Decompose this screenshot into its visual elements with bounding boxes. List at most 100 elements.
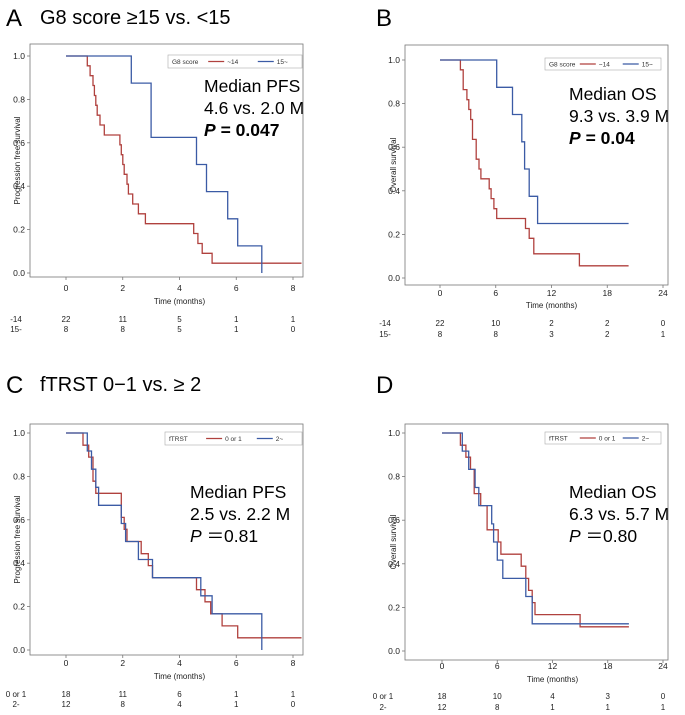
panel-b-x-tick-label: 24 (658, 288, 668, 298)
panel-a-risk-value: 8 (64, 325, 69, 334)
panel-a-p-value: P = 0.047 (204, 119, 304, 141)
panel-b-km-curve-1 (440, 59, 629, 267)
panel-d-y-axis-label: Overall survival (389, 514, 398, 569)
panel-b-risk-value: 8 (438, 330, 443, 339)
panel-a-legend-entry-2: 15~ (277, 59, 288, 66)
panel-c-median-title: Median PFS (190, 482, 287, 502)
panel-d-risk-value: 1 (661, 703, 666, 712)
panel-d-legend-title: fTRST (549, 436, 568, 443)
panel-a-x-tick-label: 0 (64, 283, 69, 293)
panel-a-median-values: 4.6 vs. 2.0 M (204, 98, 305, 118)
panel-b-x-tick-label: 12 (547, 288, 557, 298)
panel-d-y-tick-label: 0.8 (388, 472, 400, 482)
panel-d-median-values: 6.3 vs. 5.7 M (569, 504, 670, 524)
panel-d-risk-value: 12 (438, 703, 447, 712)
panel-c-risk-value: 4 (177, 700, 182, 709)
panel-c-risk-value: 8 (121, 700, 126, 709)
panel-c-risk-value: 0 (291, 700, 296, 709)
panel-d-risk-value: 1 (550, 703, 555, 712)
panel-a-risk-value: 5 (177, 325, 182, 334)
panel-d-plot-frame (404, 423, 669, 661)
panel-a-y-tick-label: 0.8 (13, 94, 25, 104)
panel-a-risk-row-label: -14 (10, 315, 22, 324)
panel-a-risk-value: 11 (119, 315, 128, 324)
panel-c-y-axis-label: Progression free survival (13, 495, 22, 583)
panel-b-y-tick-label: 0.0 (388, 273, 400, 283)
panel-b-x-axis-label: Time (months) (526, 301, 578, 310)
panel-c-risk-row-label: 0 or 1 (6, 690, 27, 699)
panel-b-y-tick-label: 1.0 (388, 55, 400, 65)
panel-a-y-tick-label: 1.0 (13, 51, 25, 61)
panel-a-risk-value: 1 (291, 315, 296, 324)
panel-d-p-number: ＝0.80 (585, 526, 638, 546)
panel-a-risk-value: 1 (234, 315, 239, 324)
panel-c-legend-title: fTRST (169, 436, 188, 443)
panel-a-risk-value: 0 (291, 325, 296, 334)
panel-d-risk-row-label: 2- (379, 703, 386, 712)
panel-b-p-value: P = 0.04 (569, 127, 669, 149)
panel-c-y-tick-label: 0.8 (13, 471, 25, 481)
panel-c-x-tick-label: 0 (64, 658, 69, 668)
panel-d-y-tick-label: 1.0 (388, 428, 400, 438)
panel-b-letter: B (376, 5, 393, 32)
panel-d-x-tick-label: 6 (495, 661, 500, 671)
panel-c-km-curve-1 (66, 432, 302, 639)
panel-c-risk-value: 1 (291, 690, 296, 699)
panel-a-title: G8 score ≥15 vs. <15 (40, 7, 231, 29)
panel-b-legend-entry-2: 15~ (642, 62, 653, 69)
panel-c-annotation: Median PFS 2.5 vs. 2.2 M P ＝0.81 (190, 481, 290, 547)
panel-b-x-tick-label: 6 (493, 288, 498, 298)
panel-d-risk-value: 4 (550, 692, 555, 701)
panel-c-risk-value: 6 (177, 690, 182, 699)
panel-a-plot-frame (29, 43, 304, 278)
panel-b-median-title: Median OS (569, 84, 657, 104)
panel-b-p-label: P (569, 128, 581, 148)
panel-d-legend-box (544, 431, 662, 445)
panel-c-legend-entry-1: 0 or 1 (225, 436, 242, 443)
panel-c-x-tick-label: 4 (177, 658, 182, 668)
panel-b-risk-value: 2 (605, 330, 610, 339)
panel-c-x-tick-label: 6 (234, 658, 239, 668)
panel-b-y-tick-label: 0.8 (388, 99, 400, 109)
panel-c-y-tick-label: 1.0 (13, 428, 25, 438)
panel-d-x-tick-label: 0 (440, 661, 445, 671)
panel-b-risk-value: 2 (549, 319, 554, 328)
panel-a-annotation: Median PFS 4.6 vs. 2.0 M P = 0.047 (204, 75, 304, 141)
panel-c-y-tick-label: 0.4 (13, 558, 25, 568)
panel-b-p-number: = 0.04 (585, 128, 635, 148)
panel-d-legend-entry-1: 0 or 1 (599, 436, 616, 443)
panel-a-km-curve-2 (66, 55, 263, 273)
panel-b-risk-value: 0 (661, 319, 666, 328)
panel-c-risk-value: 1 (234, 690, 239, 699)
panel-b-median-values: 9.3 vs. 3.9 M (569, 106, 670, 126)
panel-c-x-tick-label: 2 (120, 658, 125, 668)
panel-a-p-number: = 0.047 (220, 120, 280, 140)
panel-c-median-values: 2.5 vs. 2.2 M (190, 504, 291, 524)
panel-d-km-curve-2 (442, 432, 629, 625)
panel-b-risk-row-label: 15- (379, 330, 391, 339)
panel-a-risk-row-label: 15- (10, 325, 22, 334)
panel-a-x-tick-label: 6 (234, 283, 239, 293)
panel-a-letter: A (6, 5, 23, 32)
panel-a-y-axis-label: Progression free survival (13, 116, 22, 204)
panel-b-risk-value: 10 (491, 319, 500, 328)
panel-a-km-curve-1 (66, 55, 302, 264)
panel-b-risk-value: 2 (605, 319, 610, 328)
panel-d-letter: D (376, 372, 394, 399)
panel-d-x-tick-label: 24 (658, 661, 668, 671)
panel-b-plot-frame (404, 44, 669, 286)
panel-c-y-tick-label: 0.6 (13, 515, 25, 525)
panel-b-risk-value: 1 (661, 330, 666, 339)
panel-a-risk-value: 8 (121, 325, 126, 334)
panel-b-km-curve-2 (440, 59, 629, 225)
panel-a-y-tick-label: 0.4 (13, 181, 25, 191)
panel-d-risk-value: 18 (438, 692, 447, 701)
panel-c-legend-entry-2: 2~ (276, 436, 284, 443)
panel-d-p-label: P (569, 526, 581, 546)
panel-b-legend-title: G8 score (549, 62, 576, 69)
panel-b-y-tick-label: 0.2 (388, 229, 400, 239)
panel-a-median-title: Median PFS (204, 76, 301, 96)
panel-c-plot-frame (29, 423, 304, 656)
panel-d-y-tick-label: 0.4 (388, 559, 400, 569)
panel-d-y-tick-label: 0.2 (388, 602, 400, 612)
